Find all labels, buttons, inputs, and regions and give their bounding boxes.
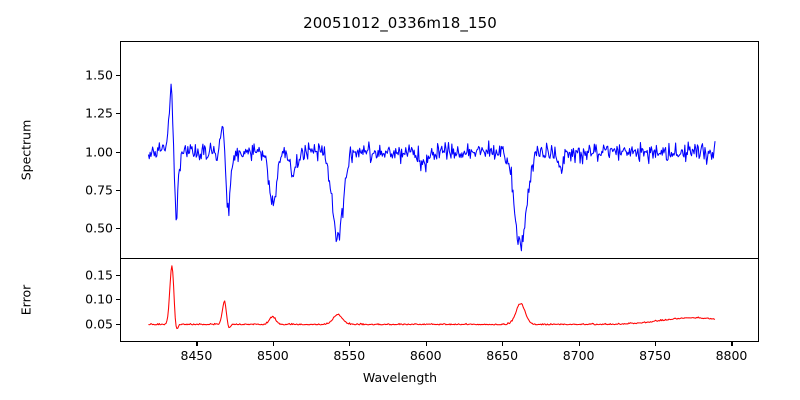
x-tick — [578, 342, 580, 346]
spectrum-y-tick-label: 0.50 — [85, 220, 113, 236]
spectrum-y-tick — [116, 113, 120, 115]
spectrum-y-tick — [116, 74, 120, 76]
x-tick — [196, 342, 198, 346]
x-tick-label: 8600 — [409, 348, 442, 363]
spectrum-panel — [120, 41, 759, 259]
spectrum-y-tick-label: 0.75 — [85, 182, 113, 198]
error-panel — [120, 258, 759, 342]
x-tick-label: 8750 — [639, 348, 671, 363]
x-tick-label: 8550 — [333, 348, 366, 363]
error-y-tick-label: 0.15 — [85, 267, 113, 283]
spectrum-y-tick-label: 1.00 — [85, 144, 113, 160]
x-tick — [272, 342, 274, 346]
x-tick-label: 8700 — [562, 348, 595, 363]
x-tick — [425, 342, 427, 346]
error-y-tick-label: 0.05 — [85, 316, 113, 332]
error-y-tick — [116, 274, 120, 277]
spectrum-y-tick — [116, 151, 120, 153]
spectrum-y-tick — [116, 189, 120, 191]
figure-title: 20051012_0336m18_150 — [303, 14, 497, 32]
x-tick — [349, 342, 351, 346]
spectrum-y-axis-label: Spectrum — [18, 119, 34, 181]
x-tick — [731, 342, 733, 346]
x-tick-label: 8650 — [486, 348, 519, 363]
spectrum-y-tick-label: 1.50 — [85, 67, 113, 83]
spectrum-y-tick-label: 1.25 — [85, 105, 113, 121]
x-tick-label: 8800 — [715, 348, 748, 363]
error-trace — [121, 259, 758, 341]
spectrum-y-tick — [116, 228, 120, 230]
error-y-tick-label: 0.10 — [85, 291, 113, 307]
x-tick — [502, 342, 504, 346]
x-axis-label: Wavelength — [362, 370, 438, 385]
spectrum-trace — [121, 42, 758, 259]
error-y-tick — [116, 299, 120, 301]
error-y-tick — [116, 323, 120, 325]
error-y-axis-label: Error — [18, 284, 34, 316]
x-tick-label: 8450 — [180, 348, 213, 363]
x-tick — [655, 342, 657, 346]
x-tick-label: 8500 — [256, 348, 289, 363]
